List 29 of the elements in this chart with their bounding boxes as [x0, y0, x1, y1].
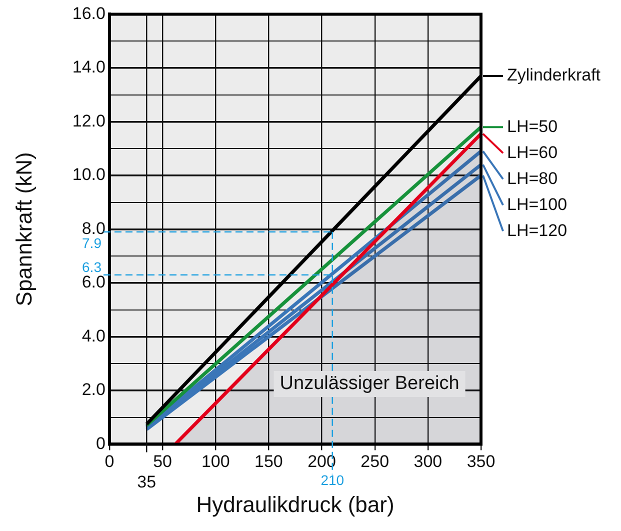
text: LH=120 [507, 220, 568, 240]
y-tick-label: 16.0 [72, 4, 106, 23]
y-tick-label: 2.0 [82, 380, 106, 400]
y-tick-label: 12.0 [72, 111, 106, 130]
legend-label: LH=60 [507, 142, 558, 162]
ref-line-label: 7.9 [82, 235, 102, 252]
y-axis-title: Spannkraft (kN) [11, 152, 36, 306]
ref-line-label: 6.3 [82, 258, 102, 275]
y-tick-label: 8.0 [82, 218, 106, 238]
legend-label: LH=80 [507, 168, 558, 188]
x-tick-label: 200 [308, 452, 336, 472]
legend-label: LH=50 [507, 116, 558, 136]
x-tick-label: 350 [466, 452, 496, 472]
y-tick-label: 6.0 [82, 272, 106, 292]
ref-line-label: 210 [320, 472, 344, 488]
x-tick-label: 100 [201, 452, 230, 472]
y-tick-label: 4.0 [82, 326, 106, 346]
y-tick-label: 14.0 [72, 58, 106, 77]
text: LH=100 [507, 194, 568, 214]
x-axis-title: Hydraulikdruck (bar) [196, 492, 394, 517]
annotation: Unzulässiger Bereich [280, 373, 460, 394]
x-tick-label: 300 [414, 452, 442, 472]
ref-line-label: 35 [137, 472, 156, 492]
x-tick-label: 50 [153, 452, 172, 472]
y-tick-label: 0 [96, 434, 106, 453]
legend-label: Zylinderkraft [507, 66, 601, 85]
y-tick-label: 10.0 [72, 165, 106, 184]
x-tick-label: 150 [254, 452, 283, 472]
x-tick-label: 250 [360, 452, 390, 472]
